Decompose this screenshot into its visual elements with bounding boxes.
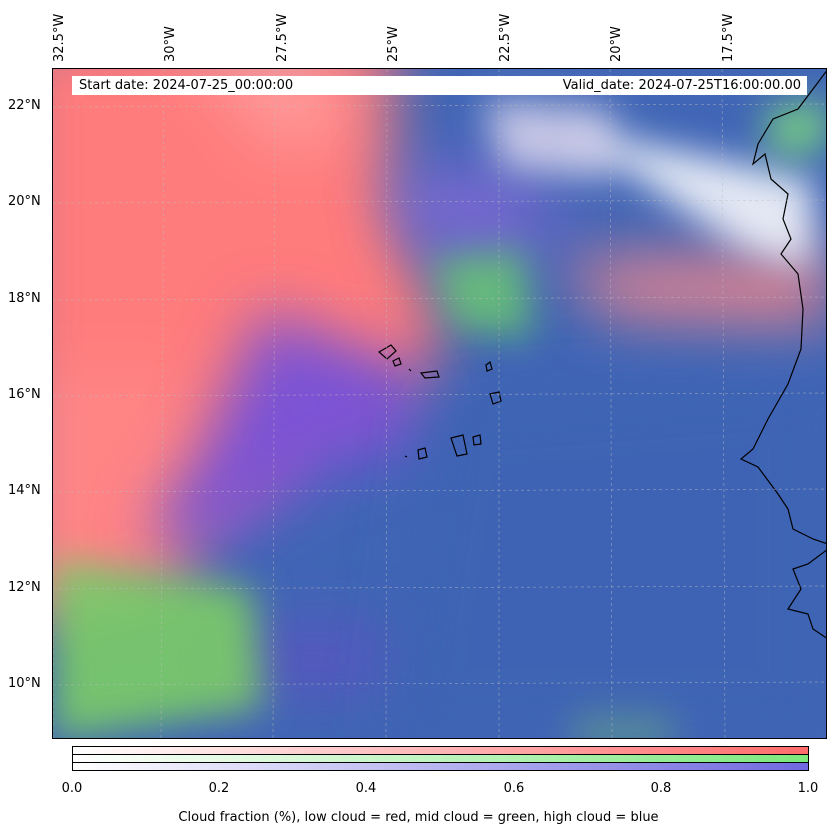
lon-label-22-5w: 22.5°W — [498, 13, 513, 62]
colorbar-tick-0-8: 0.8 — [650, 781, 672, 796]
lat-label-18n: 18°N — [8, 291, 41, 306]
colorbar-low-cloud — [73, 747, 808, 755]
cloud-map-canvas — [53, 69, 826, 738]
valid-date-label: Valid_date: 2024-07-25T16:00:00.00 — [562, 78, 801, 93]
colorbar — [72, 746, 809, 771]
colorbar-tick-0-6: 0.6 — [503, 781, 525, 796]
colorbar-tick-0-2: 0.2 — [208, 781, 230, 796]
lon-label-32-5w: 32.5°W — [52, 13, 67, 62]
lon-label-17-5w: 17.5°W — [721, 13, 736, 62]
graticule — [53, 69, 826, 738]
lat-label-10n: 10°N — [8, 676, 41, 691]
colorbar-high-cloud — [73, 763, 808, 770]
colorbar-tick-1: 1.0 — [797, 781, 819, 796]
lat-label-16n: 16°N — [8, 387, 41, 402]
start-date-label: Start date: 2024-07-25_00:00:00 — [79, 78, 294, 93]
cloud-map — [52, 68, 827, 739]
colorbar-tick-0-4: 0.4 — [355, 781, 377, 796]
lon-label-25w: 25°W — [386, 26, 401, 62]
lat-label-22n: 22°N — [8, 98, 41, 113]
lat-label-14n: 14°N — [8, 483, 41, 498]
colorbar-caption: Cloud fraction (%), low cloud = red, mid… — [178, 810, 659, 825]
lon-label-20w: 20°W — [609, 26, 624, 62]
colorbar-mid-cloud — [73, 755, 808, 763]
lat-label-20n: 20°N — [8, 194, 41, 209]
white-cloud-northeast — [483, 99, 813, 269]
lat-label-12n: 12°N — [8, 580, 41, 595]
colorbar-tick-0: 0.0 — [61, 781, 83, 796]
cape-verde-islands — [377, 344, 502, 460]
date-banner — [72, 76, 807, 95]
guinea-coastline — [787, 549, 826, 639]
african-coastline — [739, 70, 826, 544]
lon-label-27-5w: 27.5°W — [275, 13, 290, 62]
clear-ocean-region — [383, 369, 826, 738]
lon-label-30w: 30°W — [163, 26, 178, 62]
low-cloud-region — [53, 69, 826, 621]
